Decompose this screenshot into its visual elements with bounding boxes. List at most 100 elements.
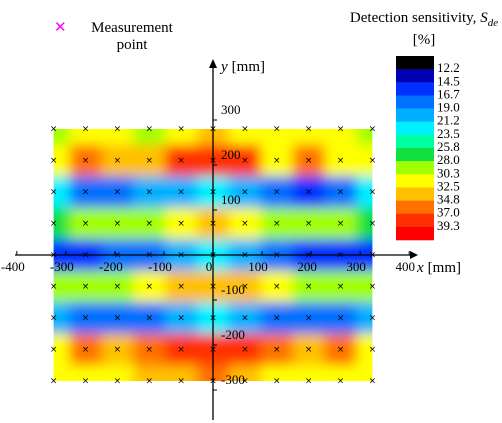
contour-cell (260, 129, 294, 146)
colorbar-swatch (396, 134, 434, 149)
x-tick-label: 0 (206, 259, 213, 274)
measurement-point: × (145, 377, 153, 387)
contour-cell (228, 333, 262, 366)
measurement-point: × (145, 314, 153, 324)
contour-cell (133, 333, 166, 366)
colorbar-label: 12.2 (437, 60, 460, 75)
measurement-point: × (82, 188, 90, 198)
colorbar-label: 30.3 (437, 165, 460, 180)
contour-cell (228, 270, 262, 303)
contour-cell (53, 365, 71, 381)
measurement-point: × (145, 188, 153, 198)
measurement-point: × (273, 314, 281, 324)
measurement-point: × (177, 282, 185, 292)
measurement-point: × (305, 314, 313, 324)
contour-cell (69, 144, 102, 177)
contour-cell (356, 176, 373, 209)
contour-cell (228, 302, 262, 335)
y-tick-label: -100 (221, 282, 245, 297)
colorbar-label: 16.7 (437, 86, 460, 101)
measurement-point: × (369, 251, 377, 261)
colorbar-swatch (396, 121, 434, 136)
contour-cell (356, 365, 373, 381)
contour-cell (324, 333, 357, 366)
contour-cell (356, 207, 373, 240)
contour-cell (260, 302, 294, 335)
contour-cell (356, 333, 373, 366)
contour-cell (260, 333, 294, 366)
measurement-point: × (209, 314, 217, 324)
contour-cell (356, 270, 373, 303)
measurement-point: × (82, 125, 90, 135)
contour-cell (133, 365, 166, 381)
measurement-point: × (273, 156, 281, 166)
measurement-point: × (241, 125, 249, 135)
y-arrow (209, 59, 217, 68)
measurement-point: × (177, 345, 185, 355)
contour-cell (260, 144, 294, 177)
measurement-point: × (82, 251, 90, 261)
measurement-point: × (50, 188, 58, 198)
measurement-point: × (337, 188, 345, 198)
contour-cell (260, 207, 294, 240)
measurement-point: × (82, 156, 90, 166)
colorbar-label: 21.2 (437, 113, 460, 128)
colorbar-label: 37.0 (437, 205, 460, 220)
measurement-point: × (273, 377, 281, 387)
colorbar-swatch (396, 213, 434, 228)
contour-cell (69, 176, 102, 209)
contour-cell (133, 302, 166, 335)
contour-cell (228, 207, 262, 240)
contour-cell (292, 207, 326, 240)
x-tick-label: -200 (99, 259, 123, 274)
measurement-point: × (177, 377, 185, 387)
measurement-point: × (337, 125, 345, 135)
measurement-point: × (273, 345, 281, 355)
measurement-point: × (369, 125, 377, 135)
measurement-point: × (273, 282, 281, 292)
y-tick-label: 200 (221, 147, 241, 162)
colorbar-swatch (396, 82, 434, 96)
contour-cell (165, 270, 198, 303)
measurement-point: × (50, 314, 58, 324)
measurement-point: × (209, 345, 217, 355)
y-tick-label: -300 (221, 372, 245, 387)
contour-cell (292, 144, 326, 177)
measurement-point: × (209, 188, 217, 198)
colorbar-label: 39.3 (437, 218, 460, 233)
contour-cell (101, 302, 134, 335)
contour-cell (101, 333, 134, 366)
measurement-point: × (305, 188, 313, 198)
colorbar-swatch (396, 161, 434, 175)
y-label-symbol: y (219, 59, 228, 75)
measurement-point: × (177, 251, 185, 261)
measurement-point: × (273, 125, 281, 135)
x-tick-label: -300 (50, 259, 74, 274)
contour-cell (165, 333, 198, 366)
contour-cell (324, 270, 357, 303)
measurement-point: × (273, 188, 281, 198)
measurement-point: × (369, 314, 377, 324)
contour-cell (165, 365, 198, 381)
measurement-point: × (241, 314, 249, 324)
contour-cell (165, 207, 198, 240)
colorbar-swatch (396, 95, 434, 109)
measurement-point: × (369, 219, 377, 229)
contour-cell (69, 302, 102, 335)
measurement-point: × (241, 377, 249, 387)
contour-cell (101, 270, 134, 303)
colorbar-text: Detection sensitivity, (349, 10, 477, 26)
measurement-point: × (209, 377, 217, 387)
colorbar-swatch (396, 56, 434, 70)
contour-field (53, 129, 373, 381)
measurement-point: × (50, 125, 58, 135)
contour-cell (260, 176, 294, 209)
measurement-point: × (177, 314, 185, 324)
measurement-point: × (177, 156, 185, 166)
x-label-symbol: x (416, 260, 424, 276)
colorbar-swatch (396, 174, 434, 188)
measurement-point: × (273, 219, 281, 229)
contour-cell (53, 144, 71, 177)
measurement-point: × (145, 251, 153, 261)
contour-cell (133, 144, 166, 177)
